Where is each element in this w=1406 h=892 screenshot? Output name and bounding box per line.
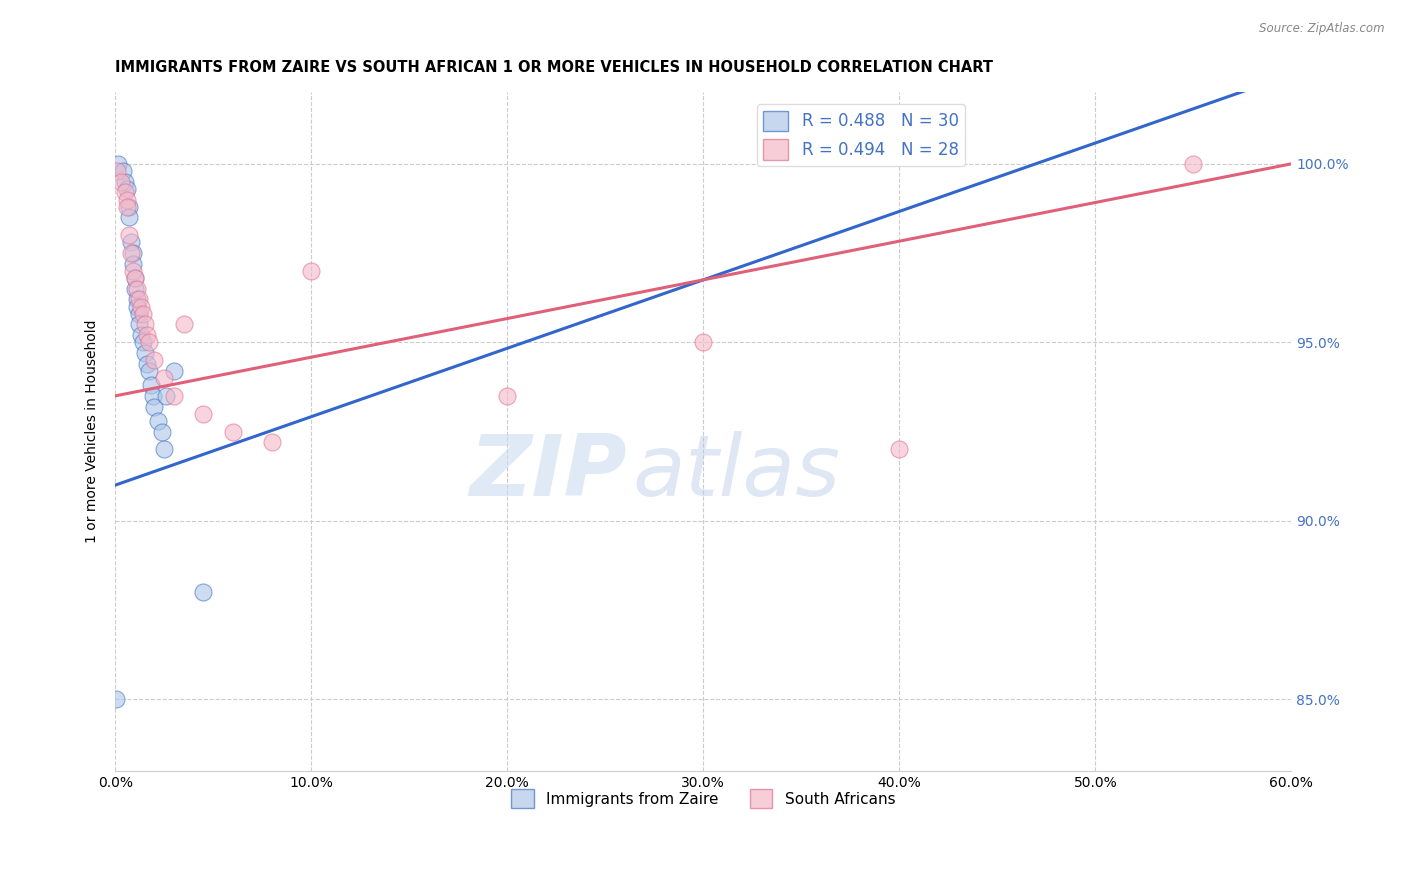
Point — [125, 293, 148, 307]
Point — [155, 389, 177, 403]
Point — [120, 246, 142, 260]
Point — [122, 246, 145, 260]
Point — [163, 364, 186, 378]
Point — [299, 264, 322, 278]
Point — [115, 200, 138, 214]
Point — [150, 425, 173, 439]
Point — [120, 235, 142, 250]
Legend: Immigrants from Zaire, South Africans: Immigrants from Zaire, South Africans — [505, 783, 901, 814]
Point — [110, 175, 132, 189]
Point — [1182, 157, 1205, 171]
Point — [125, 300, 148, 314]
Point — [132, 307, 155, 321]
Point — [118, 200, 141, 214]
Point — [115, 193, 138, 207]
Point — [139, 378, 162, 392]
Point — [124, 282, 146, 296]
Point — [143, 353, 166, 368]
Point — [496, 389, 519, 403]
Point — [122, 264, 145, 278]
Point — [222, 425, 245, 439]
Y-axis label: 1 or more Vehicles in Household: 1 or more Vehicles in Household — [86, 320, 100, 543]
Point — [114, 186, 136, 200]
Point — [173, 318, 195, 332]
Point — [692, 335, 714, 350]
Point — [129, 300, 152, 314]
Point — [135, 357, 157, 371]
Point — [134, 318, 156, 332]
Point — [153, 442, 176, 457]
Point — [143, 400, 166, 414]
Text: Source: ZipAtlas.com: Source: ZipAtlas.com — [1260, 22, 1385, 36]
Point — [114, 175, 136, 189]
Point — [124, 271, 146, 285]
Point — [163, 389, 186, 403]
Text: ZIP: ZIP — [470, 431, 627, 514]
Point — [193, 407, 215, 421]
Point — [129, 328, 152, 343]
Point — [122, 257, 145, 271]
Point — [262, 435, 284, 450]
Point — [153, 371, 176, 385]
Point — [134, 346, 156, 360]
Point — [112, 164, 135, 178]
Point — [889, 442, 911, 457]
Point — [105, 164, 128, 178]
Point — [141, 389, 163, 403]
Point — [132, 335, 155, 350]
Point — [125, 282, 148, 296]
Point — [128, 307, 150, 321]
Point — [128, 318, 150, 332]
Point — [148, 414, 170, 428]
Point — [138, 335, 160, 350]
Point — [193, 585, 215, 599]
Text: atlas: atlas — [633, 431, 841, 514]
Point — [128, 293, 150, 307]
Point — [118, 211, 141, 225]
Point — [105, 692, 128, 706]
Point — [124, 271, 146, 285]
Point — [118, 228, 141, 243]
Point — [138, 364, 160, 378]
Point — [115, 182, 138, 196]
Point — [135, 328, 157, 343]
Point — [107, 157, 129, 171]
Text: IMMIGRANTS FROM ZAIRE VS SOUTH AFRICAN 1 OR MORE VEHICLES IN HOUSEHOLD CORRELATI: IMMIGRANTS FROM ZAIRE VS SOUTH AFRICAN 1… — [115, 60, 993, 75]
